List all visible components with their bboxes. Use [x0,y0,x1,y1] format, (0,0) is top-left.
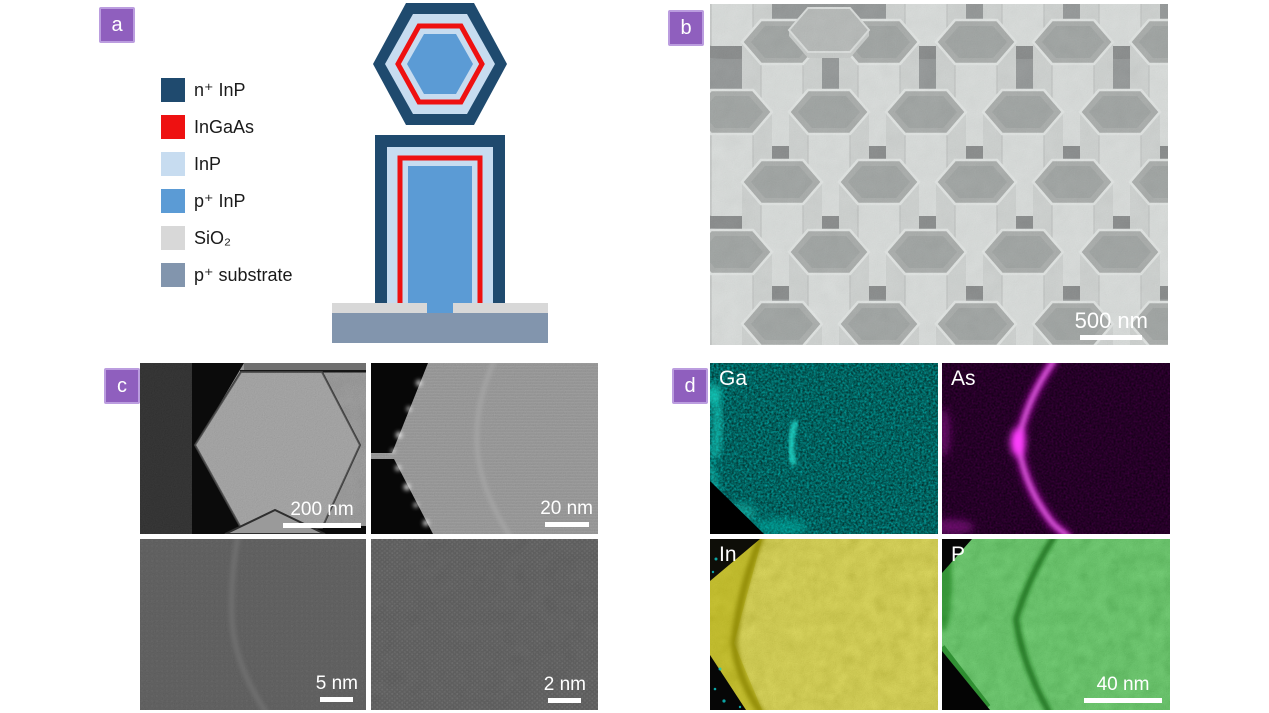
noise-overlay [140,539,366,710]
edge-speckles [391,380,429,526]
sem-nanopillar-array-image: 500 nm [710,4,1168,345]
legend-swatch-inp [161,152,185,176]
eds-map-as: As [942,363,1170,534]
nanowire-schematic [332,3,548,343]
scalebar-c3: 5 nm [316,674,358,702]
as-bright-blob [1011,428,1025,456]
hrtem-corner-image: 20 nm [371,363,598,534]
cyan-speckles [711,557,742,709]
noise-overlay [140,363,192,534]
substrate-layer [332,313,548,343]
scalebar-c1: 200 nm [283,500,361,528]
scalebar-text: 500 nm [1074,307,1148,333]
legend-label: p⁺ substrate [194,264,293,285]
black-wedge-top [371,363,428,453]
shell-edge-line [942,645,991,709]
hexagon-edge-line [730,539,765,710]
magenta-noise [942,363,1170,534]
scalebar-text: 40 nm [1096,674,1150,696]
tem-image-canvas [371,363,598,534]
hrtem-interface-image: 5 nm [140,539,366,710]
scalebar-line [544,522,589,527]
scalebar-line [1084,698,1162,703]
adjacent-hexagon-tip [224,508,326,534]
legend-label: InGaAs [194,116,255,137]
quantum-well-contrast-line [474,363,511,534]
legend-item: n⁺ InP [161,78,293,102]
scalebar-text: 200 nm [290,499,354,521]
column-core-via [427,303,453,314]
upper-structure-sliver [244,363,366,370]
scalebar-line [320,697,354,702]
legend-swatch-ingaas [161,115,185,139]
legend-item: p⁺ InP [161,189,293,213]
eds-map-canvas [710,363,938,534]
black-wedge-bottom [942,651,990,710]
scalebar-c2: 20 nm [540,499,593,527]
legend-item: InP [161,152,293,176]
legend-label: p⁺ InP [194,190,246,211]
noise-overlay [195,372,360,528]
noise-overlay [371,539,598,710]
panel-label-a: a [99,7,135,43]
eds-map-canvas [942,539,1170,710]
legend-label: n⁺ InP [194,79,246,100]
tem-image-canvas [140,363,366,534]
eds-map-canvas [710,539,938,710]
tem-image-canvas [371,539,598,710]
black-corner-top [942,539,972,573]
black-wedge-bottom [371,459,433,534]
sem-image-canvas [710,4,1168,345]
scalebar-text: 20 nm [540,498,593,520]
legend-swatch-sio2 [161,226,185,250]
eds-map-in: In [710,539,938,710]
element-label-in: In [719,543,737,566]
tem-hexagon-image: 200 nm [140,363,366,534]
sio2-layer-left [332,303,427,313]
element-label-as: As [951,367,976,390]
scalebar-line [283,523,361,528]
faint-as-patches [942,408,974,534]
legend-label: InP [194,153,222,174]
noise-overlay [710,4,1168,345]
panel-label-b: b [668,10,704,46]
noise-overlay [942,539,1170,710]
panel-label-c: c [104,368,140,404]
eds-map-p: P 40 nm [942,539,1170,710]
legend-swatch-n-inp [161,78,185,102]
black-corner-top [710,539,760,581]
scalebar-line [1080,335,1143,340]
legend: n⁺ InP InGaAs InP p⁺ InP SiO₂ p⁺ substra… [161,78,293,287]
legend-swatch-p-inp [161,189,185,213]
scalebar-text: 5 nm [315,673,358,695]
column-core-p-inp [408,166,472,303]
sio2-layer-right [453,303,548,313]
atomic-lattice-image: 2 nm [371,539,598,710]
legend-swatch-substrate [161,263,185,287]
ga-streak [788,420,799,466]
legend-item: SiO₂ [161,226,293,250]
scalebar-d: 40 nm [1084,675,1162,703]
eds-map-canvas [942,363,1170,534]
scalebar-line [548,698,582,703]
legend-label: SiO₂ [194,227,231,248]
black-region [192,363,244,534]
interface-contrast-line [229,539,268,710]
hexagon-core-p-inp [407,34,473,94]
p-depleted-line [1012,539,1057,710]
eds-map-ga: Ga [710,363,938,534]
scalebar-text: 2 nm [543,674,586,696]
scalebar-c4: 2 nm [544,675,586,703]
element-label-ga: Ga [719,367,748,390]
column-ingaas-qw [397,155,483,303]
element-label-p: P [951,543,966,566]
black-wedge [710,481,764,534]
panel-label-d: d [672,368,708,404]
scalebar-b: 500 nm [1075,309,1148,340]
legend-item: p⁺ substrate [161,263,293,287]
tem-image-canvas [140,539,366,710]
legend-item: InGaAs [161,115,293,139]
